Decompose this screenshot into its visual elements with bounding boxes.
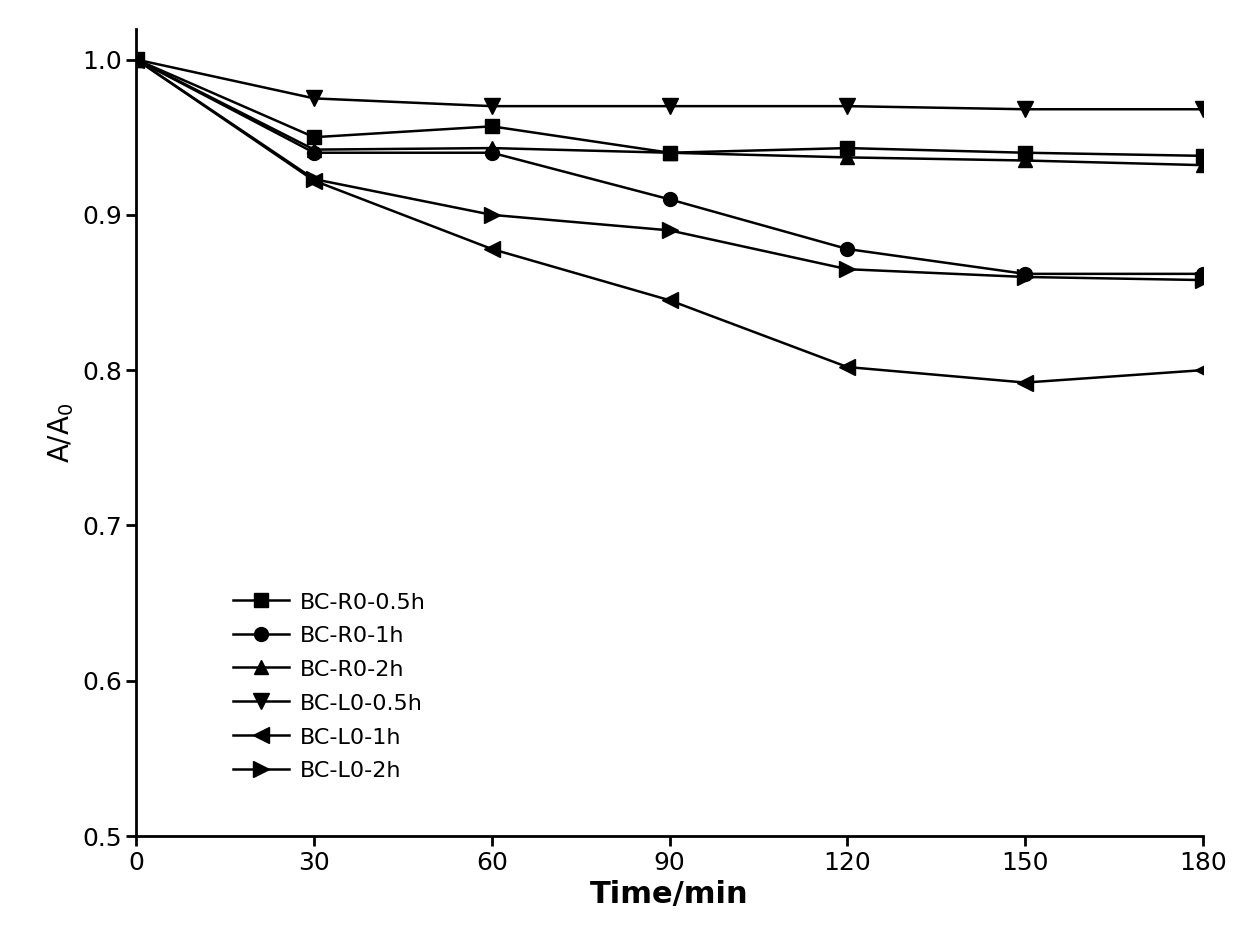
BC-L0-2h: [129, 54, 144, 66]
BC-L0-2h: [485, 209, 500, 220]
BC-R0-0.5h: [306, 131, 321, 142]
BC-R0-1h: [662, 194, 677, 205]
BC-R0-1h: [306, 147, 321, 159]
BC-R0-0.5h: [1018, 147, 1033, 159]
BC-L0-0.5h: [1195, 104, 1210, 115]
BC-R0-1h: [129, 54, 144, 66]
Line: BC-R0-0.5h: BC-R0-0.5h: [129, 52, 1210, 162]
BC-L0-1h: [306, 175, 321, 186]
BC-R0-0.5h: [839, 142, 854, 154]
BC-L0-0.5h: [485, 101, 500, 112]
BC-R0-0.5h: [485, 121, 500, 132]
BC-L0-2h: [839, 263, 854, 275]
BC-L0-0.5h: [306, 93, 321, 104]
BC-L0-2h: [662, 225, 677, 237]
BC-L0-1h: [129, 54, 144, 66]
BC-L0-2h: [1018, 272, 1033, 283]
BC-L0-2h: [306, 174, 321, 185]
BC-L0-1h: [1195, 365, 1210, 376]
BC-R0-0.5h: [662, 147, 677, 159]
BC-L0-1h: [485, 243, 500, 255]
Line: BC-R0-1h: BC-R0-1h: [129, 52, 1210, 281]
BC-R0-0.5h: [1195, 150, 1210, 162]
Line: BC-L0-1h: BC-L0-1h: [129, 52, 1210, 390]
BC-L0-0.5h: [662, 101, 677, 112]
BC-L0-2h: [1195, 275, 1210, 286]
Line: BC-R0-2h: BC-R0-2h: [129, 52, 1210, 172]
X-axis label: Time/min: Time/min: [590, 880, 749, 909]
BC-L0-0.5h: [129, 54, 144, 66]
Y-axis label: A/A$_0$: A/A$_0$: [47, 402, 77, 463]
BC-R0-1h: [1018, 268, 1033, 279]
BC-R0-2h: [839, 152, 854, 163]
BC-R0-1h: [1195, 268, 1210, 279]
BC-R0-1h: [485, 147, 500, 159]
BC-L0-0.5h: [839, 101, 854, 112]
BC-R0-2h: [306, 144, 321, 156]
BC-R0-1h: [839, 243, 854, 255]
BC-R0-2h: [129, 54, 144, 66]
BC-L0-1h: [662, 294, 677, 306]
Line: BC-L0-2h: BC-L0-2h: [129, 52, 1210, 288]
BC-L0-0.5h: [1018, 104, 1033, 115]
Line: BC-L0-0.5h: BC-L0-0.5h: [128, 51, 1211, 118]
BC-R0-2h: [485, 142, 500, 154]
BC-L0-1h: [839, 361, 854, 372]
BC-R0-2h: [1195, 160, 1210, 171]
BC-R0-2h: [1018, 155, 1033, 166]
BC-R0-2h: [662, 147, 677, 159]
Legend: BC-R0-0.5h, BC-R0-1h, BC-R0-2h, BC-L0-0.5h, BC-L0-1h, BC-L0-2h: BC-R0-0.5h, BC-R0-1h, BC-R0-2h, BC-L0-0.…: [222, 580, 436, 792]
BC-L0-1h: [1018, 377, 1033, 389]
BC-R0-0.5h: [129, 54, 144, 66]
